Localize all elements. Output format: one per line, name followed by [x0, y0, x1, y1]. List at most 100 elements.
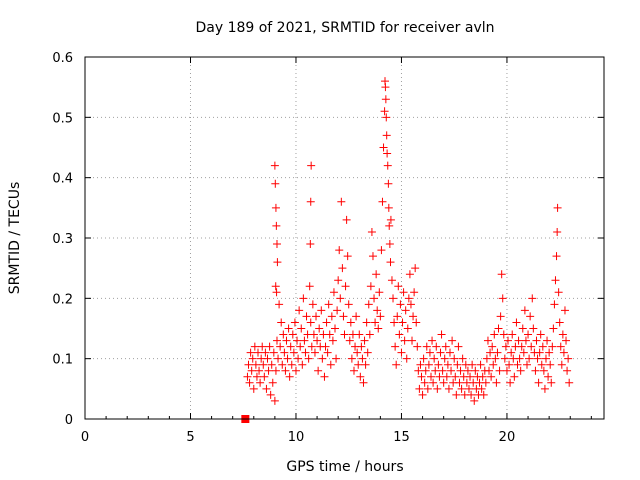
data-point [248, 354, 257, 363]
data-point [534, 378, 543, 387]
data-point [382, 131, 391, 140]
data-point [286, 342, 295, 351]
data-point [385, 221, 394, 230]
data-point [308, 300, 317, 309]
data-point [379, 143, 388, 152]
data-point [443, 360, 452, 369]
data-point [361, 360, 370, 369]
data-point [413, 342, 422, 351]
data-point [483, 336, 492, 345]
data-point [536, 330, 545, 339]
data-point [392, 360, 401, 369]
data-point [375, 288, 384, 297]
data-point [335, 246, 344, 255]
data-point [519, 348, 528, 357]
data-point [297, 324, 306, 333]
data-point [400, 336, 409, 345]
data-point [344, 300, 353, 309]
data-point [544, 372, 553, 381]
data-point [365, 330, 374, 339]
data-point [326, 360, 335, 369]
data-point [404, 294, 413, 303]
data-point [288, 330, 297, 339]
data-point [370, 294, 379, 303]
data-point [298, 360, 307, 369]
data-point [458, 354, 467, 363]
data-point [376, 312, 385, 321]
data-point [533, 354, 542, 363]
data-point [524, 330, 533, 339]
data-point [342, 215, 351, 224]
data-point [481, 378, 490, 387]
data-point [500, 354, 509, 363]
data-point [323, 348, 332, 357]
data-point [433, 384, 442, 393]
data-point [538, 342, 547, 351]
data-point [386, 215, 395, 224]
data-point [258, 342, 267, 351]
data-point [418, 390, 427, 399]
data-point [422, 342, 431, 351]
data-point [434, 360, 443, 369]
data-point [501, 342, 510, 351]
data-point [384, 203, 393, 212]
data-point [525, 354, 534, 363]
data-point [441, 342, 450, 351]
data-point [322, 318, 331, 327]
data-point [450, 354, 459, 363]
data-point [346, 318, 355, 327]
data-point [383, 149, 392, 158]
data-point [357, 342, 366, 351]
data-point [371, 318, 380, 327]
data-point [477, 384, 486, 393]
data-point [495, 366, 504, 375]
data-point [408, 336, 417, 345]
data-point [374, 324, 383, 333]
data-point [315, 324, 324, 333]
data-point [421, 366, 430, 375]
data-point [553, 203, 562, 212]
data-point [355, 330, 364, 339]
data-point [383, 161, 392, 170]
data-point [368, 252, 377, 261]
y-tick-label: 0.5 [52, 111, 73, 126]
data-point [354, 360, 363, 369]
y-tick-label: 0.6 [52, 51, 73, 66]
data-point [294, 354, 303, 363]
y-tick-label: 0 [65, 413, 73, 428]
data-point [490, 330, 499, 339]
data-point [430, 354, 439, 363]
data-point [551, 276, 560, 285]
data-point [485, 366, 494, 375]
data-point [414, 366, 423, 375]
data-point [320, 372, 329, 381]
data-point [281, 366, 290, 375]
y-tick-label: 0.2 [52, 292, 73, 307]
data-point [270, 161, 279, 170]
data-point [256, 378, 265, 387]
data-point [424, 360, 433, 369]
data-point [360, 336, 369, 345]
data-point [427, 372, 435, 381]
data-point [391, 342, 400, 351]
axis-ticks: 0 5 10 15 20 0 0.1 0.2 0.3 0.4 0.5 0.6 [52, 51, 604, 445]
data-point [399, 288, 408, 297]
data-point [464, 384, 473, 393]
data-point [251, 360, 260, 369]
data-point [466, 372, 475, 381]
data-point [507, 348, 516, 357]
data-point [301, 348, 310, 357]
data-point [423, 384, 432, 393]
data-point [548, 342, 557, 351]
data-point [291, 366, 300, 375]
data-point [558, 330, 567, 339]
data-point [543, 336, 552, 345]
data-point [247, 366, 256, 375]
data-point [445, 348, 454, 357]
data-point [272, 221, 281, 230]
data-point [272, 336, 281, 345]
data-point [396, 300, 405, 309]
data-point [321, 342, 330, 351]
data-point [555, 318, 564, 327]
